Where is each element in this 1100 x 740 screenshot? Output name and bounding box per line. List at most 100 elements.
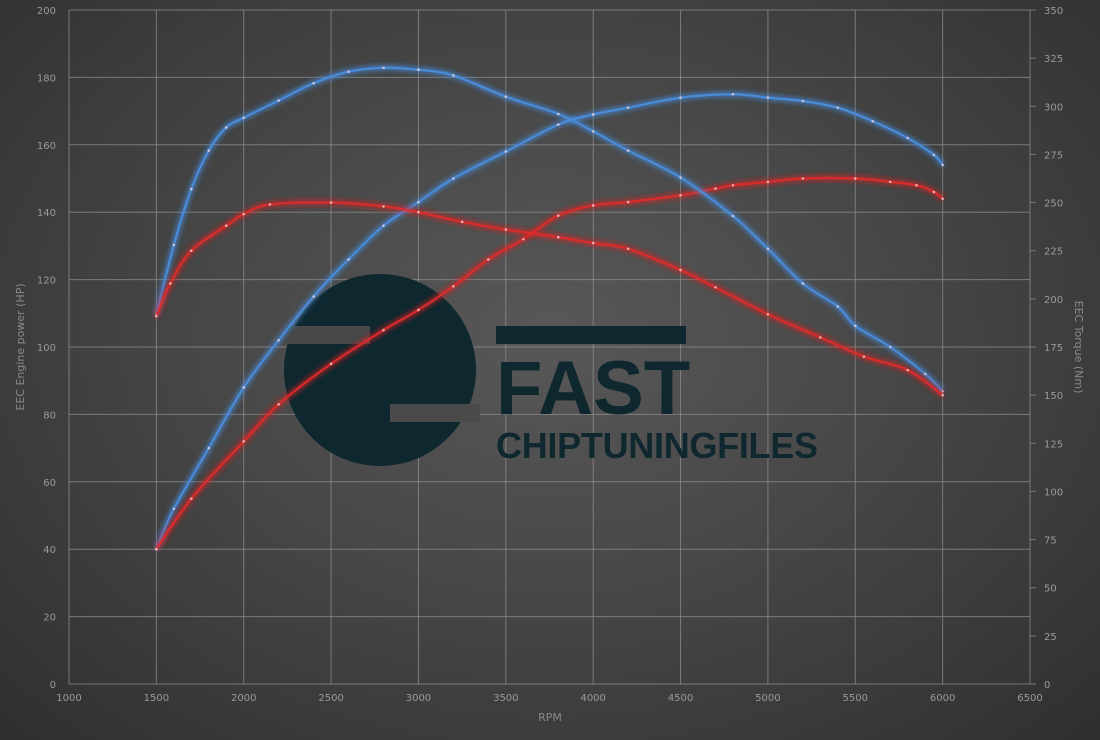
y2-tick-label: 175 — [1044, 343, 1063, 354]
logo-text-chiptuningfiles: CHIPTUNINGFILES — [496, 425, 818, 466]
data-point — [452, 74, 455, 77]
data-point — [906, 136, 909, 140]
y2-tick-label: 200 — [1044, 295, 1063, 306]
data-point — [766, 247, 770, 251]
data-point — [556, 214, 560, 217]
data-point — [277, 402, 280, 406]
y-tick-label: 180 — [37, 73, 56, 84]
data-point — [242, 440, 246, 443]
data-point — [190, 497, 193, 500]
data-point — [417, 68, 420, 71]
series-lines — [155, 66, 944, 551]
x-tick-label: 3500 — [493, 693, 518, 704]
data-point — [329, 201, 333, 204]
data-point — [932, 153, 936, 157]
logo-text-fast: FAST — [496, 346, 690, 431]
data-point — [714, 286, 717, 289]
data-point — [242, 386, 246, 389]
y-tick-label: 140 — [37, 208, 56, 219]
data-point — [888, 345, 892, 349]
data-point — [347, 258, 350, 261]
data-point — [382, 66, 385, 70]
data-point — [932, 190, 936, 194]
fast-chiptuningfiles-logo: FAST CHIPTUNINGFILES — [284, 274, 818, 466]
x-tick-label: 4000 — [580, 693, 605, 704]
y-tick-label: 120 — [37, 276, 56, 287]
data-point — [591, 130, 595, 133]
data-point — [853, 177, 857, 180]
x-tick-label: 4500 — [668, 693, 693, 704]
data-point — [268, 203, 272, 206]
tick-labels: 1000 1500 2000 2500 3000 3500 4000 4500 5000 5500… — [37, 6, 1063, 704]
data-point — [556, 123, 560, 126]
data-point — [155, 314, 158, 318]
data-point — [923, 372, 927, 376]
data-point — [224, 126, 228, 129]
data-point — [591, 113, 595, 116]
data-point — [312, 81, 315, 85]
data-point — [417, 200, 420, 204]
data-point — [207, 149, 211, 152]
data-point — [941, 393, 944, 397]
data-point — [626, 106, 630, 110]
y2-tick-label: 250 — [1044, 199, 1063, 210]
x-tick-label: 6500 — [1017, 693, 1042, 704]
data-point — [207, 446, 211, 450]
data-point — [679, 268, 682, 272]
data-point — [460, 220, 464, 224]
y2-tick-label: 50 — [1044, 584, 1057, 595]
data-point — [417, 308, 420, 312]
data-point — [155, 547, 158, 551]
data-point — [906, 368, 909, 372]
data-point — [836, 305, 840, 308]
data-point — [504, 228, 508, 231]
data-point — [417, 210, 420, 214]
data-point — [888, 180, 892, 184]
data-point — [277, 338, 280, 342]
data-point — [679, 176, 682, 179]
data-point — [941, 197, 944, 201]
data-point — [731, 214, 735, 218]
data-point — [242, 116, 246, 120]
y2-tick-label: 0 — [1044, 680, 1050, 691]
data-point — [836, 106, 840, 110]
y2-tick-label: 350 — [1044, 6, 1063, 17]
data-point — [714, 187, 717, 190]
y2-tick-label: 125 — [1044, 439, 1063, 450]
x-tick-label: 5000 — [755, 693, 780, 704]
x-tick-label: 1500 — [144, 693, 169, 704]
data-point — [487, 258, 490, 261]
data-point — [172, 507, 176, 511]
y2-tick-label: 75 — [1044, 536, 1057, 547]
data-point — [731, 183, 735, 187]
x-tick-label: 1000 — [56, 693, 81, 704]
data-point — [766, 312, 770, 316]
series-line-0 — [155, 93, 944, 550]
data-point — [329, 362, 333, 366]
data-point — [862, 355, 866, 358]
x-axis-label: RPM — [538, 711, 562, 724]
data-point — [382, 328, 385, 332]
data-point — [731, 92, 735, 96]
data-point — [591, 241, 595, 245]
x-tick-label: 6000 — [930, 693, 955, 704]
data-point — [452, 177, 455, 180]
y-tick-label: 200 — [37, 6, 56, 17]
data-point — [172, 243, 176, 247]
data-point — [224, 224, 228, 227]
data-point — [190, 249, 193, 253]
y2-tick-label: 100 — [1044, 487, 1063, 498]
data-point — [504, 150, 508, 153]
data-point — [819, 336, 822, 339]
data-point — [941, 163, 944, 167]
data-point — [766, 96, 770, 99]
y-axis-label: EEC Engine power (HP) — [14, 283, 27, 410]
data-point — [679, 96, 682, 99]
data-point — [626, 149, 630, 152]
data-point — [382, 224, 385, 227]
data-point — [452, 285, 455, 288]
grid — [68, 9, 1036, 685]
data-point — [347, 70, 350, 73]
data-point — [679, 194, 682, 197]
